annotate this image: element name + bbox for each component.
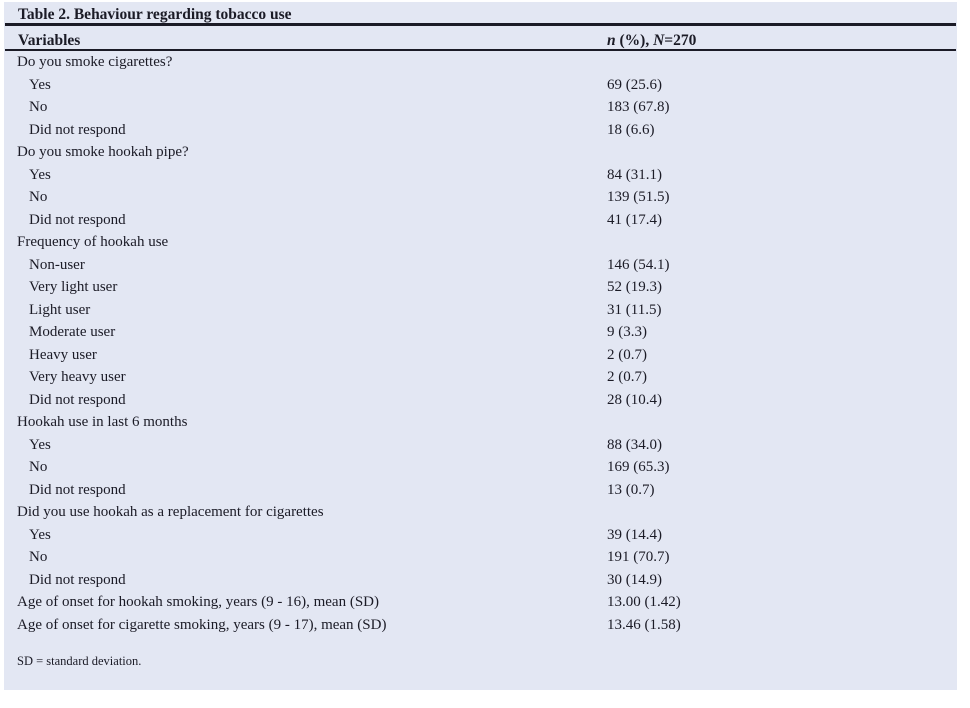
row-label: Light user xyxy=(29,301,91,318)
row-label: Very light user xyxy=(29,279,118,295)
row-value: 41 (17.4) xyxy=(607,211,662,228)
table-row: Yes 84 (31.1) xyxy=(4,164,957,187)
table-row: Did not respond 41 (17.4) xyxy=(4,209,957,232)
row-label: No xyxy=(29,549,48,565)
row-label: Did you use hookah as a replacement for … xyxy=(17,504,324,520)
n-symbol: n xyxy=(607,32,616,49)
row-value: 9 (3.3) xyxy=(607,324,647,340)
table-row: No 169 (65.3) xyxy=(4,456,957,479)
total-label: =270 xyxy=(664,32,697,49)
table-row: Moderate user 9 (3.3) xyxy=(4,321,957,344)
row-label: Do you smoke cigarettes? xyxy=(17,54,173,70)
row-label: Very heavy user xyxy=(29,369,126,385)
row-value: 84 (31.1) xyxy=(607,166,662,183)
row-label: Did not respond xyxy=(29,121,126,138)
table-row: Very heavy user 2 (0.7) xyxy=(4,366,957,389)
column-header-n-percent: n (%), N=270 xyxy=(607,32,697,49)
table-body: Do you smoke cigarettes? Yes 69 (25.6) No 18… xyxy=(4,51,957,636)
table-title: Table 2. Behaviour regarding tobacco use xyxy=(5,2,956,26)
table-footnote: SD = standard deviation. xyxy=(17,654,142,668)
row-value: 31 (11.5) xyxy=(607,301,662,318)
table-row: No 139 (51.5) xyxy=(4,186,957,209)
table-section-row: Hookah use in last 6 months xyxy=(4,411,957,434)
table-row: Yes 39 (14.4) xyxy=(4,524,957,547)
percent-label: (%), xyxy=(615,32,654,49)
row-label: No xyxy=(29,189,48,205)
row-value: 88 (34.0) xyxy=(607,436,662,453)
table-row: Age of onset for cigarette smoking, year… xyxy=(4,614,957,637)
table-header-row: Variables n (%), N=270 xyxy=(5,26,956,51)
row-value: 18 (6.6) xyxy=(607,121,655,138)
row-label: Yes xyxy=(29,526,51,543)
row-value: 2 (0.7) xyxy=(607,346,647,363)
row-value: 191 (70.7) xyxy=(607,549,670,565)
row-value: 28 (10.4) xyxy=(607,391,662,408)
row-value: 139 (51.5) xyxy=(607,189,670,205)
row-value: 52 (19.3) xyxy=(607,279,662,295)
row-label: Heavy user xyxy=(29,346,97,363)
row-label: Did not respond xyxy=(29,481,126,498)
row-label: Do you smoke hookah pipe? xyxy=(17,144,189,160)
table-row: Yes 69 (25.6) xyxy=(4,74,957,97)
row-label: Moderate user xyxy=(29,324,116,340)
row-value: 146 (54.1) xyxy=(607,256,670,273)
table-row: Heavy user 2 (0.7) xyxy=(4,344,957,367)
row-value: 30 (14.9) xyxy=(607,571,662,588)
table-row: Non-user 146 (54.1) xyxy=(4,254,957,277)
row-label: Yes xyxy=(29,166,51,183)
table-behaviour-tobacco-use: Table 2. Behaviour regarding tobacco use… xyxy=(4,2,957,690)
row-value: 39 (14.4) xyxy=(607,526,662,543)
row-value: 13 (0.7) xyxy=(607,481,655,498)
row-label: Age of onset for cigarette smoking, year… xyxy=(17,616,387,633)
table-row: Yes 88 (34.0) xyxy=(4,434,957,457)
row-value: 13.00 (1.42) xyxy=(607,594,681,610)
column-header-variables: Variables xyxy=(18,32,81,49)
row-label: Yes xyxy=(29,76,51,93)
row-label: No xyxy=(29,99,48,115)
row-value: 69 (25.6) xyxy=(607,76,662,93)
table-section-row: Do you smoke cigarettes? xyxy=(4,51,957,74)
table-section-row: Do you smoke hookah pipe? xyxy=(4,141,957,164)
table-row: Did not respond 30 (14.9) xyxy=(4,569,957,592)
table-row: Very light user 52 (19.3) xyxy=(4,276,957,299)
row-label: Non-user xyxy=(29,256,85,273)
row-value: 2 (0.7) xyxy=(607,369,647,385)
table-row: No 183 (67.8) xyxy=(4,96,957,119)
table-section-row: Frequency of hookah use xyxy=(4,231,957,254)
table-row: Light user 31 (11.5) xyxy=(4,299,957,322)
table-row: Age of onset for hookah smoking, years (… xyxy=(4,591,957,614)
table-row: No 191 (70.7) xyxy=(4,546,957,569)
row-value: 13.46 (1.58) xyxy=(607,616,681,633)
table-row: Did not respond 28 (10.4) xyxy=(4,389,957,412)
table-row: Did not respond 18 (6.6) xyxy=(4,119,957,142)
big-n-symbol: N xyxy=(653,32,665,49)
row-value: 183 (67.8) xyxy=(607,99,670,115)
row-label: Hookah use in last 6 months xyxy=(17,414,188,430)
row-label: Did not respond xyxy=(29,391,126,408)
row-label: No xyxy=(29,459,48,475)
row-label: Yes xyxy=(29,436,51,453)
table-row: Did not respond 13 (0.7) xyxy=(4,479,957,502)
row-label: Did not respond xyxy=(29,211,126,228)
row-label: Did not respond xyxy=(29,571,126,588)
row-value: 169 (65.3) xyxy=(607,459,670,475)
table-section-row: Did you use hookah as a replacement for … xyxy=(4,501,957,524)
row-label: Age of onset for hookah smoking, years (… xyxy=(17,594,379,610)
row-label: Frequency of hookah use xyxy=(17,234,169,250)
